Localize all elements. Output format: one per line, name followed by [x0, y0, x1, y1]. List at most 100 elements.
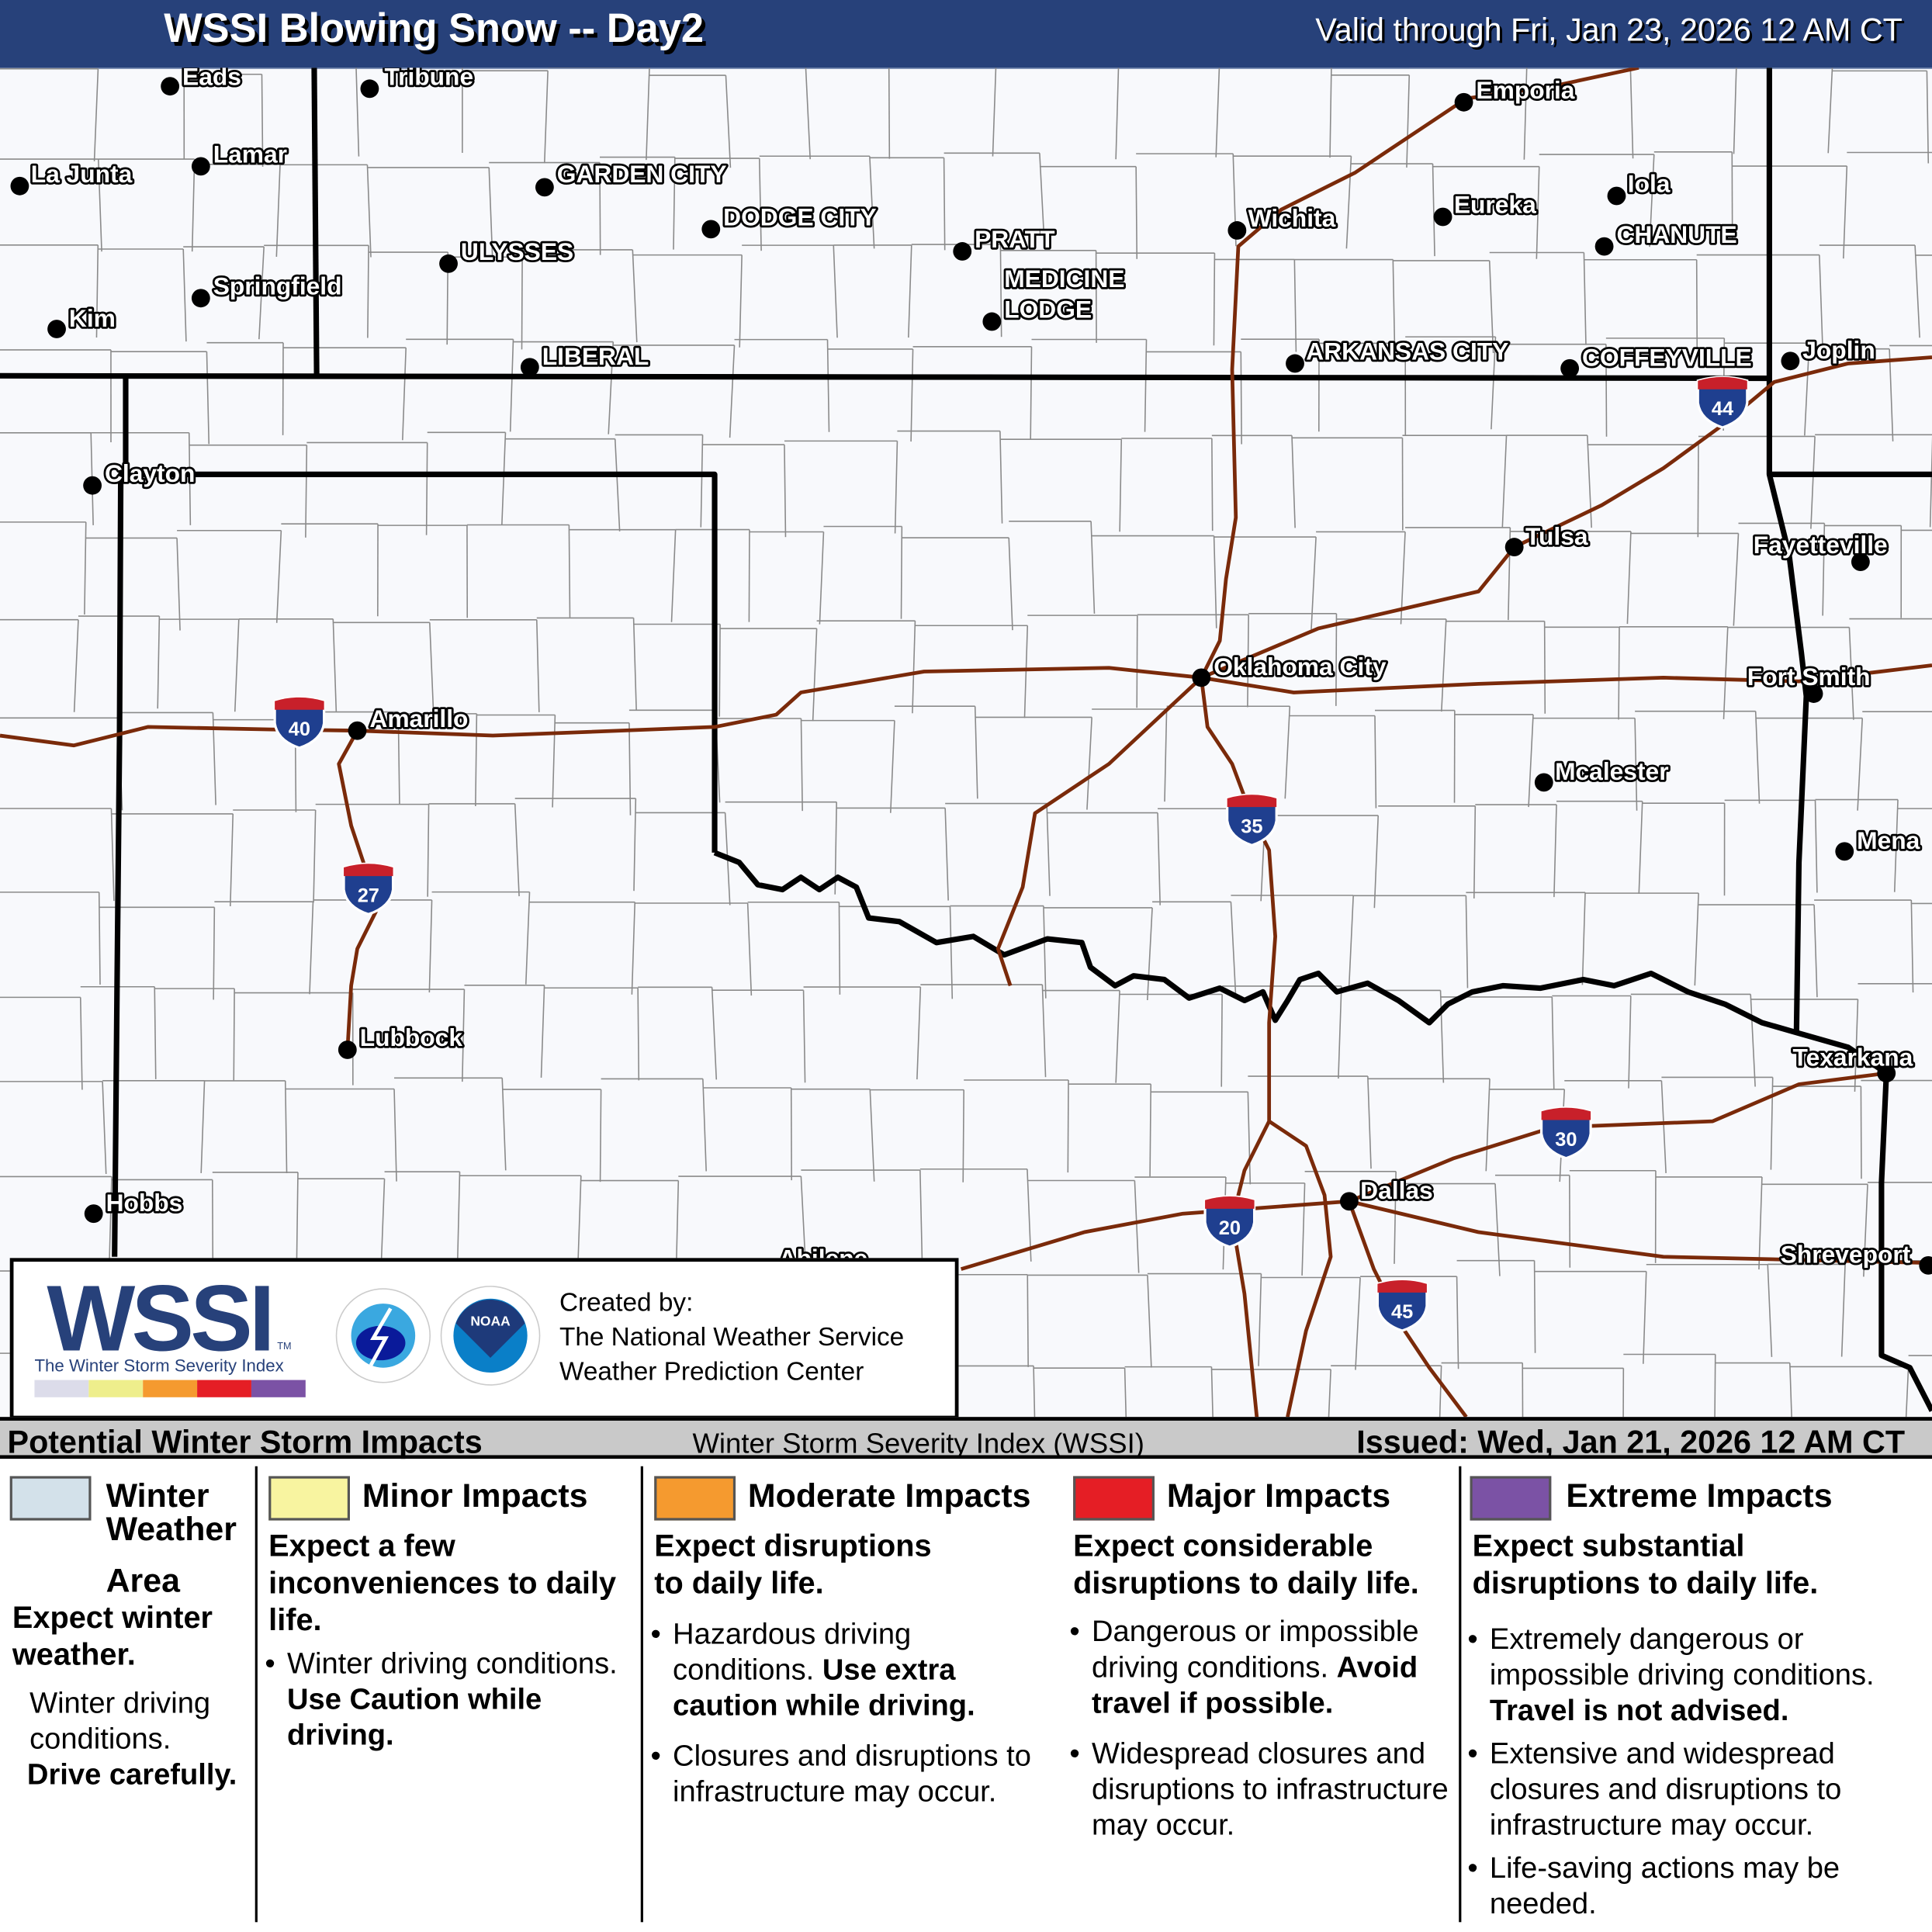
county-line — [1804, 343, 1810, 436]
county-line — [456, 1172, 461, 1265]
county-line — [1095, 250, 1097, 343]
swatch-moderate — [654, 1476, 736, 1521]
county-line — [176, 538, 181, 631]
driving-note: Hazardous driving conditions. — [673, 1618, 912, 1687]
city-label: Fort Smith — [1747, 663, 1871, 691]
county-line — [1723, 626, 1729, 719]
city-label: Kim — [69, 304, 116, 332]
lead: Expect winter weather. — [12, 1600, 213, 1672]
wssi-logo: WSSI — [47, 1266, 275, 1372]
legend-title: Potential Winter Storm Impacts — [7, 1423, 483, 1460]
city-dot — [338, 1040, 357, 1059]
county-line — [1889, 348, 1894, 441]
city-dot — [1851, 552, 1870, 572]
city-label: Springfield — [213, 272, 342, 300]
county-line — [1485, 1079, 1491, 1172]
city-label: GARDEN CITY — [557, 160, 727, 188]
county-line — [628, 722, 632, 815]
interstate-shield-icon: 30 — [1540, 1106, 1592, 1160]
county-line — [206, 351, 210, 445]
county-line — [1695, 259, 1698, 352]
county-line — [889, 720, 895, 813]
county-line — [535, 619, 540, 712]
county-line — [1230, 902, 1237, 995]
county-line — [1008, 538, 1013, 631]
legend-title-bar: Potential Winter Storm Impacts Winter St… — [0, 1417, 1932, 1460]
county-line — [1629, 68, 1634, 159]
city-label: COFFEYVILLE — [1582, 344, 1752, 372]
county-line — [1501, 435, 1508, 528]
city-label: Dallas — [1360, 1176, 1433, 1204]
county-line — [275, 164, 281, 257]
county-line — [1329, 68, 1332, 158]
city-label: LODGE — [1004, 296, 1092, 324]
org-nws: The National Weather Service — [559, 1323, 905, 1352]
county-line — [974, 706, 978, 799]
county-line — [746, 902, 753, 996]
interstate-shield-icon: 44 — [1696, 376, 1749, 429]
county-line — [702, 1079, 707, 1172]
county-line — [521, 257, 523, 350]
city-dot — [1433, 207, 1452, 227]
county-line — [1027, 1274, 1029, 1367]
county-line — [599, 162, 601, 255]
swatch-minor — [268, 1476, 350, 1521]
county-line — [1628, 995, 1632, 1089]
county-line — [1714, 1354, 1716, 1418]
county-line — [1553, 805, 1557, 898]
county-line — [1124, 1368, 1127, 1418]
city-dot — [161, 77, 180, 96]
city-dot — [84, 1204, 103, 1224]
county-line — [949, 906, 954, 999]
heading: Minor Impacts — [362, 1477, 588, 1515]
city-label: Wichita — [1248, 204, 1336, 232]
county-line — [646, 68, 650, 161]
swatch-winter-weather-area — [9, 1476, 92, 1521]
county-line — [1626, 531, 1632, 625]
county-line — [332, 618, 338, 712]
interstate-number: 30 — [1555, 1129, 1577, 1151]
county-borders — [0, 68, 1932, 1418]
county-line — [1643, 1271, 1647, 1364]
county-line — [200, 1080, 206, 1173]
county-line — [900, 526, 903, 619]
county-line — [1473, 805, 1477, 898]
county-line — [1258, 1273, 1262, 1366]
county-line — [525, 892, 531, 985]
county-line — [258, 247, 265, 340]
city-label: PRATT — [975, 225, 1055, 253]
county-line — [380, 1179, 386, 1272]
city-dot — [1594, 237, 1614, 256]
county-line — [608, 341, 615, 435]
county-line — [1043, 905, 1047, 999]
county-line — [1338, 985, 1342, 1079]
city-dot — [953, 242, 972, 261]
county-line — [488, 167, 493, 261]
county-line — [1694, 893, 1699, 986]
county-line — [826, 339, 830, 432]
county-line — [711, 987, 718, 1080]
city-label: Hobbs — [106, 1189, 183, 1217]
county-line — [576, 1175, 582, 1269]
county-line — [802, 990, 806, 1083]
county-line — [838, 902, 841, 995]
driving-note: Dangerous or impossible driving conditio… — [1091, 1615, 1419, 1684]
county-line — [97, 159, 102, 252]
issued-time: Issued: Wed, Jan 21, 2026 12 AM CT — [1356, 1423, 1906, 1460]
county-line — [1115, 990, 1120, 1083]
county-line — [1439, 1366, 1442, 1418]
heading: Extreme Impacts — [1566, 1477, 1833, 1515]
city-dot — [1504, 538, 1524, 556]
city-dot — [1781, 351, 1800, 371]
driving-advice: Avoid travel if possible. — [1091, 1650, 1418, 1720]
city-dot — [535, 178, 554, 197]
county-line — [309, 902, 314, 995]
nws-seal-icon — [335, 1288, 431, 1383]
city-label: Joplin — [1802, 336, 1875, 364]
city-label: Mena — [1857, 826, 1920, 854]
county-line — [1392, 259, 1396, 352]
county-line — [1348, 895, 1354, 989]
county-line — [1638, 801, 1643, 894]
trademark: TM — [277, 1340, 292, 1352]
county-line — [509, 339, 514, 432]
